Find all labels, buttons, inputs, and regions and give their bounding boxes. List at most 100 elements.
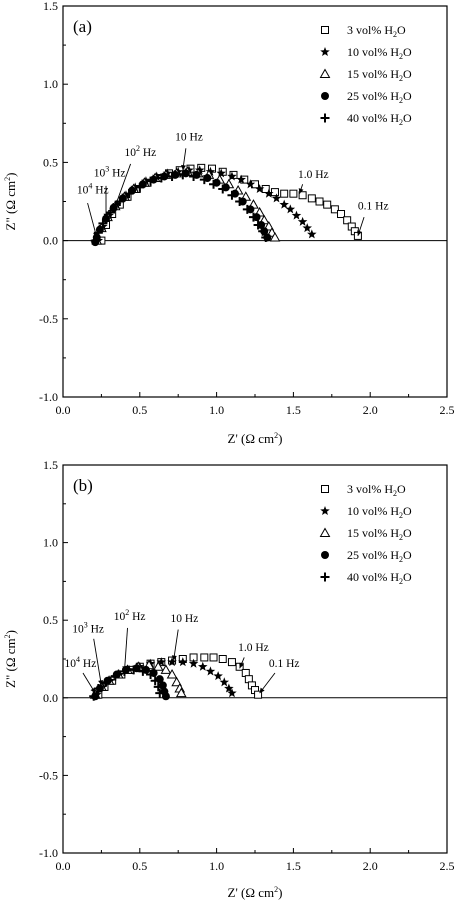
annotation-main: 10 <box>72 624 84 636</box>
plus-marker <box>320 113 330 123</box>
plus-marker <box>98 218 108 228</box>
data-point <box>166 669 178 679</box>
data-point <box>258 226 268 236</box>
annotation-tail: Hz <box>140 147 156 159</box>
annotation-arrow-line <box>114 163 132 207</box>
legend-label: 10 vol% H2O <box>347 504 412 520</box>
square-marker <box>280 189 289 198</box>
star-marker <box>297 216 308 226</box>
y-tick-label: 1.0 <box>43 77 58 91</box>
data-point <box>146 670 156 680</box>
data-point <box>167 657 177 667</box>
annotation-label: 1.0 Hz <box>298 169 329 181</box>
plus-marker <box>167 171 177 181</box>
annotation-label: 10 Hz <box>175 132 203 144</box>
data-point <box>245 179 256 189</box>
legend-label: 15 vol% H2O <box>347 526 412 542</box>
star-marker <box>245 179 256 189</box>
data-point <box>307 229 317 239</box>
data-point <box>285 204 296 214</box>
data-point <box>224 683 234 693</box>
y-axis-title-sup: 2 <box>3 634 12 638</box>
plus-marker <box>106 207 116 217</box>
data-point <box>161 692 170 701</box>
circle-marker <box>103 676 112 685</box>
square-marker <box>337 210 346 219</box>
data-point <box>264 188 274 198</box>
star-marker <box>236 174 246 184</box>
data-point <box>128 186 137 195</box>
annotation-arrow-head <box>103 213 109 219</box>
legend-label-main: 15 vol% H <box>347 526 399 540</box>
plus-marker <box>248 212 258 222</box>
legend-label-main: 25 vol% H <box>347 548 399 562</box>
plus-marker <box>199 175 209 185</box>
annotation-arrow-head <box>239 662 244 669</box>
x-tick-label: 2.0 <box>363 403 378 417</box>
data-point <box>213 671 223 681</box>
data-point <box>298 191 307 200</box>
legend-item: 3 vol% H2O <box>321 482 406 498</box>
star-marker <box>205 666 216 676</box>
x-axis-title-tail: ) <box>278 431 282 446</box>
annotation-arrow-line <box>173 629 179 661</box>
x-tick-label: 1.0 <box>209 403 224 417</box>
data-point <box>330 205 339 214</box>
y-tick-label: 1.5 <box>43 458 58 472</box>
plus-marker <box>153 682 163 692</box>
star-marker <box>205 166 216 176</box>
triangle-marker <box>171 676 183 687</box>
data-point <box>150 676 160 686</box>
data-point <box>218 655 227 663</box>
data-point <box>216 168 226 178</box>
data-point <box>138 180 147 189</box>
legend-label-sub: 2 <box>399 74 403 83</box>
annotation-arrow-line <box>87 202 98 238</box>
legend-label-main: 10 vol% H <box>347 504 399 518</box>
x-axis-title-tail: ) <box>278 885 282 900</box>
x-tick-label: 0.5 <box>132 859 147 873</box>
legend-label: 25 vol% H2O <box>347 548 412 564</box>
data-point <box>189 171 199 181</box>
legend-label-main: 10 vol% H <box>347 45 399 59</box>
y-axis-title-main: Z" (Ω cm <box>3 638 18 688</box>
frequency-annotation: 104 Hz <box>65 655 96 694</box>
annotation-label: 104 Hz <box>77 182 109 197</box>
data-point <box>146 176 156 186</box>
legend-item: 25 vol% H2O <box>321 89 412 105</box>
data-point <box>289 189 298 198</box>
data-point <box>112 670 121 679</box>
legend-label-main: 15 vol% H <box>347 67 399 81</box>
star-marker <box>216 168 226 178</box>
panel-label: (b) <box>73 476 93 495</box>
legend-label-tail: O <box>403 548 412 562</box>
annotation-arrow-head <box>298 188 304 194</box>
x-tick-label: 0.0 <box>56 859 71 873</box>
plus-marker <box>90 236 100 246</box>
y-axis-title-sup: 2 <box>3 177 12 181</box>
x-tick-label: 1.5 <box>286 859 301 873</box>
annotation-arrow-line <box>93 638 102 686</box>
data-point <box>152 661 164 671</box>
annotation-main: 1.0 Hz <box>298 169 329 181</box>
y-tick-label: 0.0 <box>43 691 58 705</box>
data-point <box>209 179 219 189</box>
square-marker <box>343 216 352 225</box>
data-point <box>106 207 116 217</box>
annotation-sup: 4 <box>88 182 92 191</box>
plus-marker <box>235 197 245 206</box>
data-point <box>175 687 187 698</box>
legend-label-tail: O <box>403 45 412 59</box>
legend-item: 25 vol% H2O <box>321 548 412 564</box>
circle-marker <box>112 670 121 679</box>
plus-marker <box>101 677 111 687</box>
y-axis-title-tail: ) <box>3 630 18 634</box>
data-point <box>160 664 172 674</box>
square-marker <box>254 690 263 699</box>
plus-marker <box>124 189 134 199</box>
data-point <box>291 210 302 220</box>
x-tick-label: 1.5 <box>286 403 301 417</box>
legend-label-sub: 2 <box>399 511 403 520</box>
legend-label-tail: O <box>397 482 406 496</box>
